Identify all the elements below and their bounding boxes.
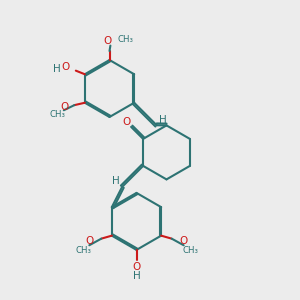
Text: H: H	[112, 176, 119, 187]
Text: CH₃: CH₃	[183, 245, 199, 254]
Text: O: O	[179, 236, 188, 246]
Text: O: O	[85, 236, 94, 246]
Text: O: O	[104, 35, 112, 46]
Text: CH₃: CH₃	[50, 110, 66, 119]
Text: CH₃: CH₃	[117, 35, 133, 44]
Text: H: H	[159, 115, 167, 125]
Text: H: H	[133, 271, 140, 281]
Text: O: O	[122, 117, 130, 127]
Text: O: O	[61, 102, 69, 112]
Text: O: O	[61, 62, 70, 72]
Text: O: O	[132, 262, 141, 272]
Text: H: H	[53, 64, 61, 74]
Text: CH₃: CH₃	[75, 245, 91, 254]
